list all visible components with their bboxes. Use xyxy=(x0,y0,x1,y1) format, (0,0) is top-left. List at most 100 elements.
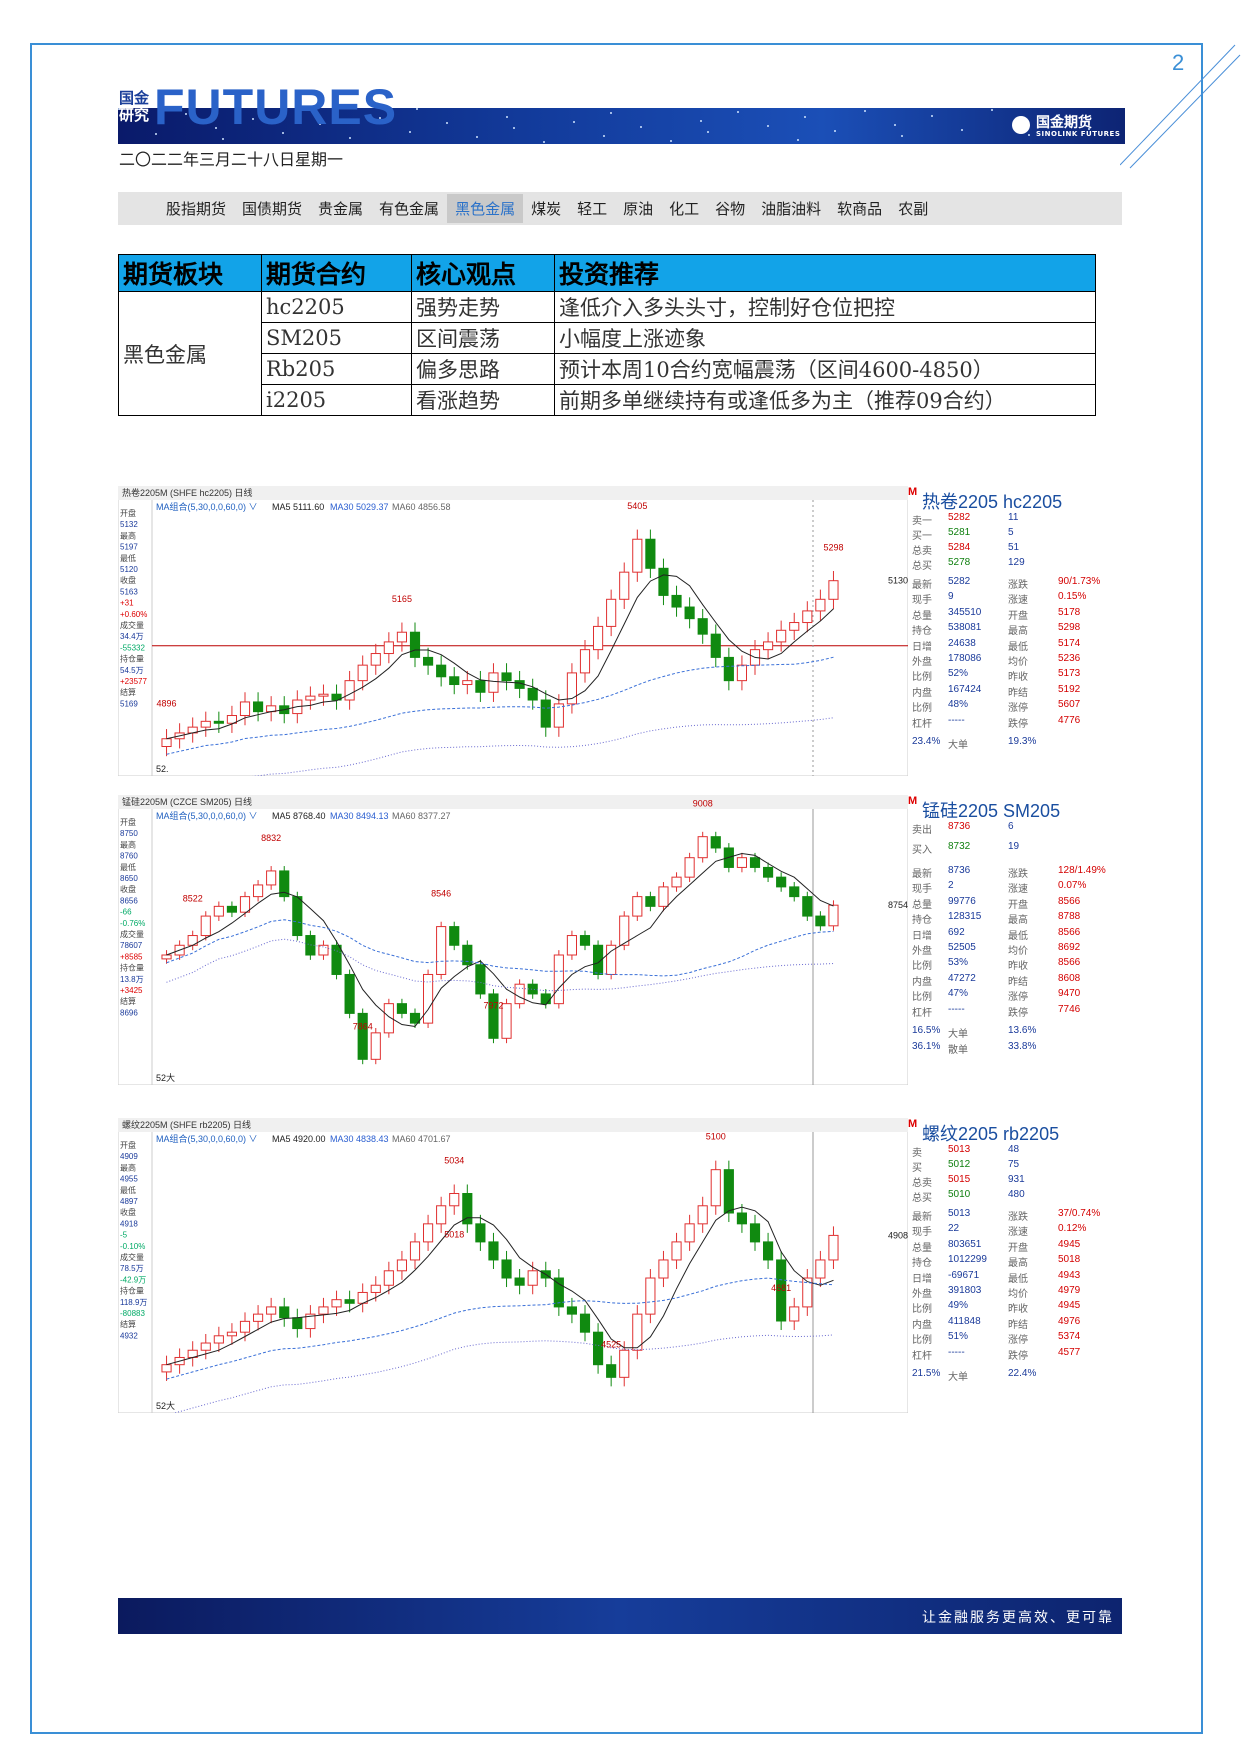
left-panel-value: 13.8万 xyxy=(120,975,144,984)
quote-cell: 37/0.74% xyxy=(1058,1208,1101,1219)
quote-cell: 480 xyxy=(1008,1189,1025,1200)
quote-cell: 跌停 xyxy=(1008,1350,1028,1362)
quote-cell: ----- xyxy=(948,1003,965,1015)
star-dot xyxy=(476,136,478,138)
quote-cell: 杠杆 xyxy=(912,1007,932,1019)
quote-cell: 75 xyxy=(1008,1159,1020,1170)
quote-cell: 总卖 xyxy=(912,1178,932,1189)
candle-body xyxy=(292,896,303,937)
hc2205-chart: 热卷2205M (SHFE hc2205) 日线 MA组合(5,30,0,0,60… xyxy=(118,486,1100,776)
quote-row: 总量 345510 开盘 5178 xyxy=(908,607,1099,623)
view-table: 期货板块 期货合约 核心观点 投资推荐 黑色金属 hc2205 强势走势 逢低介… xyxy=(118,254,1096,416)
quote-cell: 48 xyxy=(1008,1144,1020,1155)
candle-body xyxy=(658,567,669,596)
candle-body xyxy=(736,664,747,682)
left-panel-value: 结算 xyxy=(120,687,136,697)
candle-body xyxy=(579,935,591,946)
left-panel-value: 8650 xyxy=(120,874,138,883)
candle-body xyxy=(566,1306,578,1315)
quote-cell: 8566 xyxy=(1058,957,1081,969)
left-panel-value: 持仓量 xyxy=(120,654,144,664)
nav-item[interactable]: 化工 xyxy=(669,200,700,218)
quote-cell: 总买 xyxy=(912,561,932,572)
candle-body xyxy=(331,693,342,701)
candle-body xyxy=(383,641,394,655)
nav-item[interactable]: 油脂油料 xyxy=(761,200,822,218)
quote-cell: 48% xyxy=(948,699,969,711)
nav-item[interactable]: 黑色金属 xyxy=(447,194,524,223)
nav-item[interactable]: 股指期货 xyxy=(166,200,227,218)
candle-body xyxy=(161,738,172,748)
nav-item[interactable]: 贵金属 xyxy=(318,200,364,218)
candle-body xyxy=(527,983,538,995)
quote-row: 比例 48% 涨停 5607 xyxy=(908,699,1099,715)
market-icon: M xyxy=(908,1118,918,1130)
quote-cell: 开盘 xyxy=(1008,1242,1028,1254)
header-band xyxy=(118,108,1125,144)
quote-row: 比例 51% 涨停 5374 xyxy=(908,1331,1099,1347)
candle-body xyxy=(279,870,290,898)
candle-body xyxy=(501,1259,512,1279)
star-dot xyxy=(737,111,739,113)
left-panel-value: 开盘 xyxy=(120,1140,136,1150)
candle-body xyxy=(318,1306,329,1315)
ma5-label: MA5 5111.60 xyxy=(272,502,324,512)
candle-body xyxy=(449,1193,460,1207)
left-panel-value: 5120 xyxy=(120,565,138,574)
quote-cell: 5278 xyxy=(948,557,971,568)
contract-cell: SM205 xyxy=(261,322,412,354)
candle-body xyxy=(789,622,800,631)
ma5-line xyxy=(166,852,834,1028)
table-row: Rb205 偏多思路 预计本周10合约宽幅震荡（区间4600-4850） xyxy=(119,353,1096,385)
nav-item[interactable]: 软商品 xyxy=(837,200,883,218)
nav-item[interactable]: 原油 xyxy=(623,200,654,218)
quote-cell: 昨收 xyxy=(1008,672,1028,684)
candlestick-plot: 热卷2205M (SHFE hc2205) 日线 MA组合(5,30,0,0,60… xyxy=(118,486,908,776)
candle-body xyxy=(645,896,656,907)
nav-item[interactable]: 农副 xyxy=(898,200,929,218)
left-panel-value: 成交量 xyxy=(120,1252,144,1262)
quote-cell: 411848 xyxy=(948,1315,981,1327)
left-panel-value: 持仓量 xyxy=(120,1286,144,1296)
quote-cell: -69671 xyxy=(948,1269,980,1281)
nav-item[interactable]: 有色金属 xyxy=(379,200,440,218)
quote-cell: 最新 xyxy=(912,580,932,591)
quote-cell: 现手 xyxy=(912,595,932,607)
bottom-label: 52. xyxy=(156,764,169,774)
quote-cell: 持仓 xyxy=(912,626,932,638)
candle-body xyxy=(292,1317,303,1330)
footer-band: 让金融服务更高效、更可靠 xyxy=(118,1598,1122,1634)
nav-item[interactable]: 国债期货 xyxy=(242,200,303,218)
toolbar-bg xyxy=(118,795,908,809)
quote-row: 卖出 8736 6 xyxy=(908,821,1099,837)
candle-body xyxy=(239,896,251,913)
table-header: 投资推荐 xyxy=(554,254,1096,292)
category-nav: 股指期货 国债期货 贵金属 有色金属 黑色金属 煤炭 轻工 原油 化工 谷物 油脂油料 软商品 农副 xyxy=(118,192,1122,225)
quote-cell: 总量 xyxy=(912,899,932,911)
ma30-line xyxy=(166,656,834,755)
quote-cell: 日增 xyxy=(912,1273,932,1285)
quote-cell: 5282 xyxy=(948,512,971,523)
page-number: 2 xyxy=(1172,50,1185,75)
quote-cell: 比例 xyxy=(912,672,932,684)
quote-cell: 比例 xyxy=(912,703,932,715)
contract-cell: i2205 xyxy=(261,384,412,416)
candle-body xyxy=(488,1241,499,1261)
candle-body xyxy=(763,1241,774,1261)
quote-cell: 持仓 xyxy=(912,915,932,927)
left-panel-value: 结算 xyxy=(120,996,136,1006)
quote-cell: 大单 xyxy=(948,740,968,751)
quote-cell: 9470 xyxy=(1058,988,1081,1000)
price-extreme-label: 5298 xyxy=(823,543,843,553)
plot-bg xyxy=(118,486,908,776)
candle-body xyxy=(619,1349,630,1378)
toolbar-label: 螺纹2205M (SHFE rb2205) 日线 xyxy=(122,1119,251,1130)
ma5-label: MA5 8768.40 xyxy=(272,811,326,821)
left-panel-value: -66 xyxy=(120,908,132,917)
nav-item[interactable]: 轻工 xyxy=(577,200,608,218)
quote-row: 最新 5013 涨跌 37/0.74% xyxy=(908,1208,1101,1224)
quote-cell: 8608 xyxy=(1058,972,1081,984)
nav-item[interactable]: 煤炭 xyxy=(531,200,562,218)
quote-cell: 11 xyxy=(1008,512,1019,523)
nav-item[interactable]: 谷物 xyxy=(715,200,746,218)
